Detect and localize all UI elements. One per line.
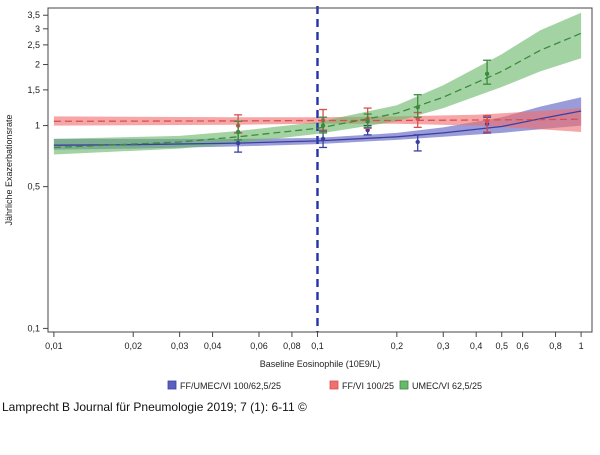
x-tick-label-0-08: 0,08 [283, 341, 301, 351]
exacerbation-chart: 0,01 0,02 0,03 0,04 0,06 0,08 0,1 0,2 0,3 0,4 0,5 0… [4, 6, 593, 391]
point-umec-vi-62-5-25-2 [365, 119, 370, 124]
y-tick-label-3: 3 [35, 24, 40, 34]
point-umec-vi-62-5-25-4 [484, 71, 490, 77]
x-tick-label-0-02: 0,02 [124, 341, 142, 351]
model-curves [53, 32, 582, 149]
plot-frame [47, 7, 593, 333]
point-ff-umec-vi-100-62-5-25-0 [235, 140, 241, 146]
x-tick-label-1: 1 [579, 341, 584, 351]
y-axis-title: Jährliche Exazerbationsrate [4, 114, 14, 225]
x-tick-label-0-06: 0,06 [250, 341, 268, 351]
y-tick-label-0-1: 0,1 [27, 323, 40, 333]
y-tick-label-0-5: 0,5 [27, 182, 40, 192]
x-tick-label-0-3: 0,3 [437, 341, 450, 351]
x-axis-title: Baseline Eosinophile (10E9/L) [260, 359, 381, 369]
legend-label-ff-umec-vi-100-62-5-25: FF/UMEC/VI 100/62,5/25 [180, 381, 281, 391]
point-ff-umec-vi-100-62-5-25-3 [415, 139, 420, 145]
x-tick-label-0-01: 0,01 [45, 341, 63, 351]
point-umec-vi-62-5-25-0 [235, 129, 241, 135]
x-tick-label-0-6: 0,6 [516, 341, 529, 351]
legend-swatch-ff-vi-100-25 [329, 380, 339, 390]
legend-label-ff-vi-100-25: FF/VI 100/25 [342, 381, 394, 391]
x-tick-label-0-03: 0,03 [171, 341, 189, 351]
x-tick-label-0-04: 0,04 [204, 341, 222, 351]
legend-swatch-ff-umec-vi-100-62-5-25 [167, 380, 177, 390]
legend-label-umec-vi-62-5-25: UMEC/VI 62,5/25 [412, 381, 482, 391]
x-tick-label-0-5: 0,5 [495, 341, 508, 351]
band-ff-vi-100-25 [53, 108, 582, 132]
y-tick-label-1-5: 1,5 [27, 85, 40, 95]
x-tick-label-0-1: 0,1 [311, 341, 324, 351]
y-axis: 0,1 0,5 1 1,5 2 2,5 3 3,5 [27, 10, 48, 333]
y-tick-label-3-5: 3,5 [27, 10, 40, 20]
x-axis: 0,01 0,02 0,03 0,04 0,06 0,08 0,1 0,2 0,3 0,4 0,5 0… [45, 332, 584, 351]
x-tick-label-0-8: 0,8 [549, 341, 562, 351]
point-umec-vi-62-5-25-1 [320, 123, 326, 128]
legend-swatch-umec-vi-62-5-25 [399, 380, 409, 390]
curve-umec-vi-62-5-25 [53, 32, 582, 149]
curve-ff-umec-vi-100-62-5-25 [53, 110, 582, 146]
point-ff-umec-vi-100-62-5-25-2 [365, 127, 370, 133]
curve-ff-vi-100-25 [53, 118, 582, 122]
point-ff-umec-vi-100-62-5-25-1 [320, 136, 326, 142]
point-umec-vi-62-5-25-3 [415, 105, 420, 110]
y-tick-label-2-5: 2,5 [27, 40, 40, 50]
x-tick-label-0-2: 0,2 [391, 341, 404, 351]
y-tick-label-1: 1 [35, 121, 40, 131]
x-tick-label-0-4: 0,4 [470, 341, 483, 351]
citation-text: Lamprecht B Journal für Pneumologie 2019… [2, 400, 307, 414]
point-ff-vi-100-25-4 [484, 119, 490, 124]
observed-points [234, 59, 492, 153]
legend: FF/UMEC/VI 100/62,5/25 FF/VI 100/25 UMEC/V… [167, 380, 482, 391]
y-tick-label-2: 2 [35, 60, 40, 70]
